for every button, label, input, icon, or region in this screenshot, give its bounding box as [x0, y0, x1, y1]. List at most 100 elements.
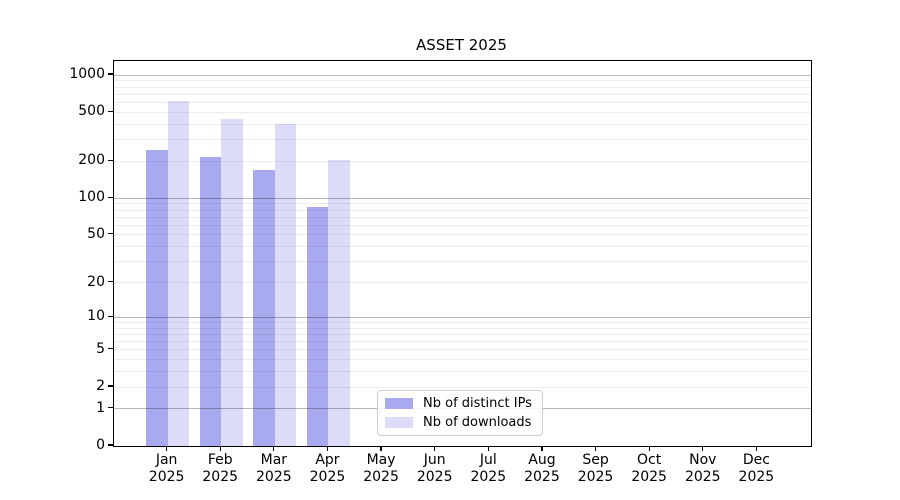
x-tick-label: Mar 2025 [242, 452, 306, 486]
plot-area [113, 60, 812, 447]
x-tick-year: 2025 [309, 469, 346, 485]
y-tick-label: 2 [96, 378, 105, 395]
bar-downloads [167, 100, 190, 446]
y-gridline-minor [114, 160, 811, 162]
y-gridline-minor [114, 203, 811, 205]
legend-entry-distinct-ips: Nb of distinct IPs [385, 396, 535, 411]
x-tick-year: 2025 [416, 469, 453, 485]
y-tick-label: 5 [96, 340, 105, 357]
x-tick-month: Aug [528, 452, 556, 468]
y-tick-label: 100 [78, 189, 105, 206]
bar-downloads [328, 159, 350, 446]
x-tick-year: 2025 [470, 469, 507, 485]
x-tick-month: Mar [260, 452, 288, 468]
y-gridline-minor [114, 327, 811, 329]
x-tick-mark [166, 447, 168, 451]
x-tick-year: 2025 [148, 469, 185, 485]
legend-label-distinct-ips: Nb of distinct IPs [423, 396, 532, 411]
y-tick-label: 20 [87, 273, 105, 290]
y-gridline-minor [114, 282, 811, 284]
x-tick-label: Oct 2025 [617, 452, 681, 486]
y-tick-label: 500 [78, 103, 105, 120]
x-tick-year: 2025 [363, 469, 399, 485]
x-tick-mark [380, 447, 382, 451]
x-tick-month: Jun [423, 452, 446, 468]
y-tick-mark [108, 196, 113, 198]
x-tick-year: 2025 [631, 469, 667, 485]
y-gridline-minor [114, 139, 811, 141]
y-tick-label: 0 [96, 437, 105, 453]
x-tick-label: Feb 2025 [188, 452, 252, 486]
legend-entry-downloads: Nb of downloads [385, 415, 535, 430]
y-gridline-minor [114, 321, 811, 323]
bar-distinct-ips [199, 157, 222, 446]
x-tick-month: Jan [155, 452, 178, 468]
y-gridline-minor [114, 359, 811, 361]
y-gridline-minor [114, 349, 811, 351]
y-tick-label: 10 [87, 308, 105, 325]
x-tick-year: 2025 [577, 469, 614, 485]
y-gridline-minor [114, 209, 811, 211]
y-tick-mark [108, 110, 113, 112]
x-tick-mark [487, 447, 489, 451]
x-tick-mark [434, 447, 436, 451]
legend-swatch-distinct-ips [385, 398, 413, 409]
x-tick-mark [326, 447, 329, 451]
y-gridline-minor [114, 111, 811, 113]
y-tick-label: 200 [78, 152, 105, 169]
x-tick-label: May 2025 [349, 452, 413, 486]
y-gridline-minor [114, 341, 811, 343]
y-tick-label: 50 [87, 225, 105, 242]
x-tick-label: Jan 2025 [135, 452, 199, 486]
bar-distinct-ips [306, 206, 329, 446]
y-gridline-minor [114, 80, 811, 82]
x-tick-mark [755, 447, 757, 451]
bar-distinct-ips [253, 169, 275, 446]
y-gridline-minor [114, 86, 811, 88]
y-tick-mark [108, 444, 113, 446]
x-tick-month: May [366, 452, 396, 468]
x-tick-label: Aug 2025 [510, 452, 574, 486]
x-tick-mark [594, 447, 597, 451]
y-tick-mark [108, 348, 113, 350]
x-tick-month: Apr [315, 452, 340, 468]
x-tick-month: Jul [479, 452, 497, 468]
y-gridline-minor [114, 216, 811, 218]
x-tick-year: 2025 [256, 469, 292, 485]
chart-title: ASSET 2025 [416, 36, 507, 54]
x-tick-year: 2025 [684, 469, 721, 485]
x-tick-year: 2025 [738, 469, 775, 485]
y-gridline-minor [114, 234, 811, 236]
y-tick-mark [108, 407, 113, 409]
x-tick-label: Jun 2025 [403, 452, 467, 486]
y-gridline-minor [114, 333, 811, 335]
x-tick-mark [273, 447, 275, 451]
y-tick-label: 1 [96, 399, 105, 416]
bar-distinct-ips [146, 150, 168, 446]
x-tick-year: 2025 [202, 469, 239, 485]
x-tick-label: Jul 2025 [456, 452, 520, 486]
y-gridline-major [114, 197, 811, 199]
x-tick-year: 2025 [524, 469, 560, 485]
y-gridline-minor [114, 261, 811, 263]
y-tick-mark [108, 233, 113, 235]
y-gridline-major [114, 316, 811, 318]
x-tick-month: Dec [742, 452, 770, 468]
legend-label-downloads: Nb of downloads [423, 415, 532, 430]
x-tick-label: Dec 2025 [724, 452, 788, 486]
y-gridline-minor [114, 386, 811, 388]
bar-downloads [274, 124, 297, 446]
x-tick-month: Feb [207, 452, 233, 468]
x-tick-mark [702, 447, 704, 451]
x-tick-mark [648, 447, 650, 451]
y-gridline-minor [114, 93, 811, 95]
legend: Nb of distinct IPs Nb of downloads [377, 390, 543, 436]
x-tick-mark [541, 447, 543, 451]
y-tick-mark [108, 385, 113, 387]
y-tick-mark [108, 280, 113, 283]
y-gridline-major [114, 74, 811, 76]
x-tick-mark [219, 447, 221, 451]
y-tick-mark [108, 315, 113, 317]
y-gridline-minor [114, 371, 811, 373]
